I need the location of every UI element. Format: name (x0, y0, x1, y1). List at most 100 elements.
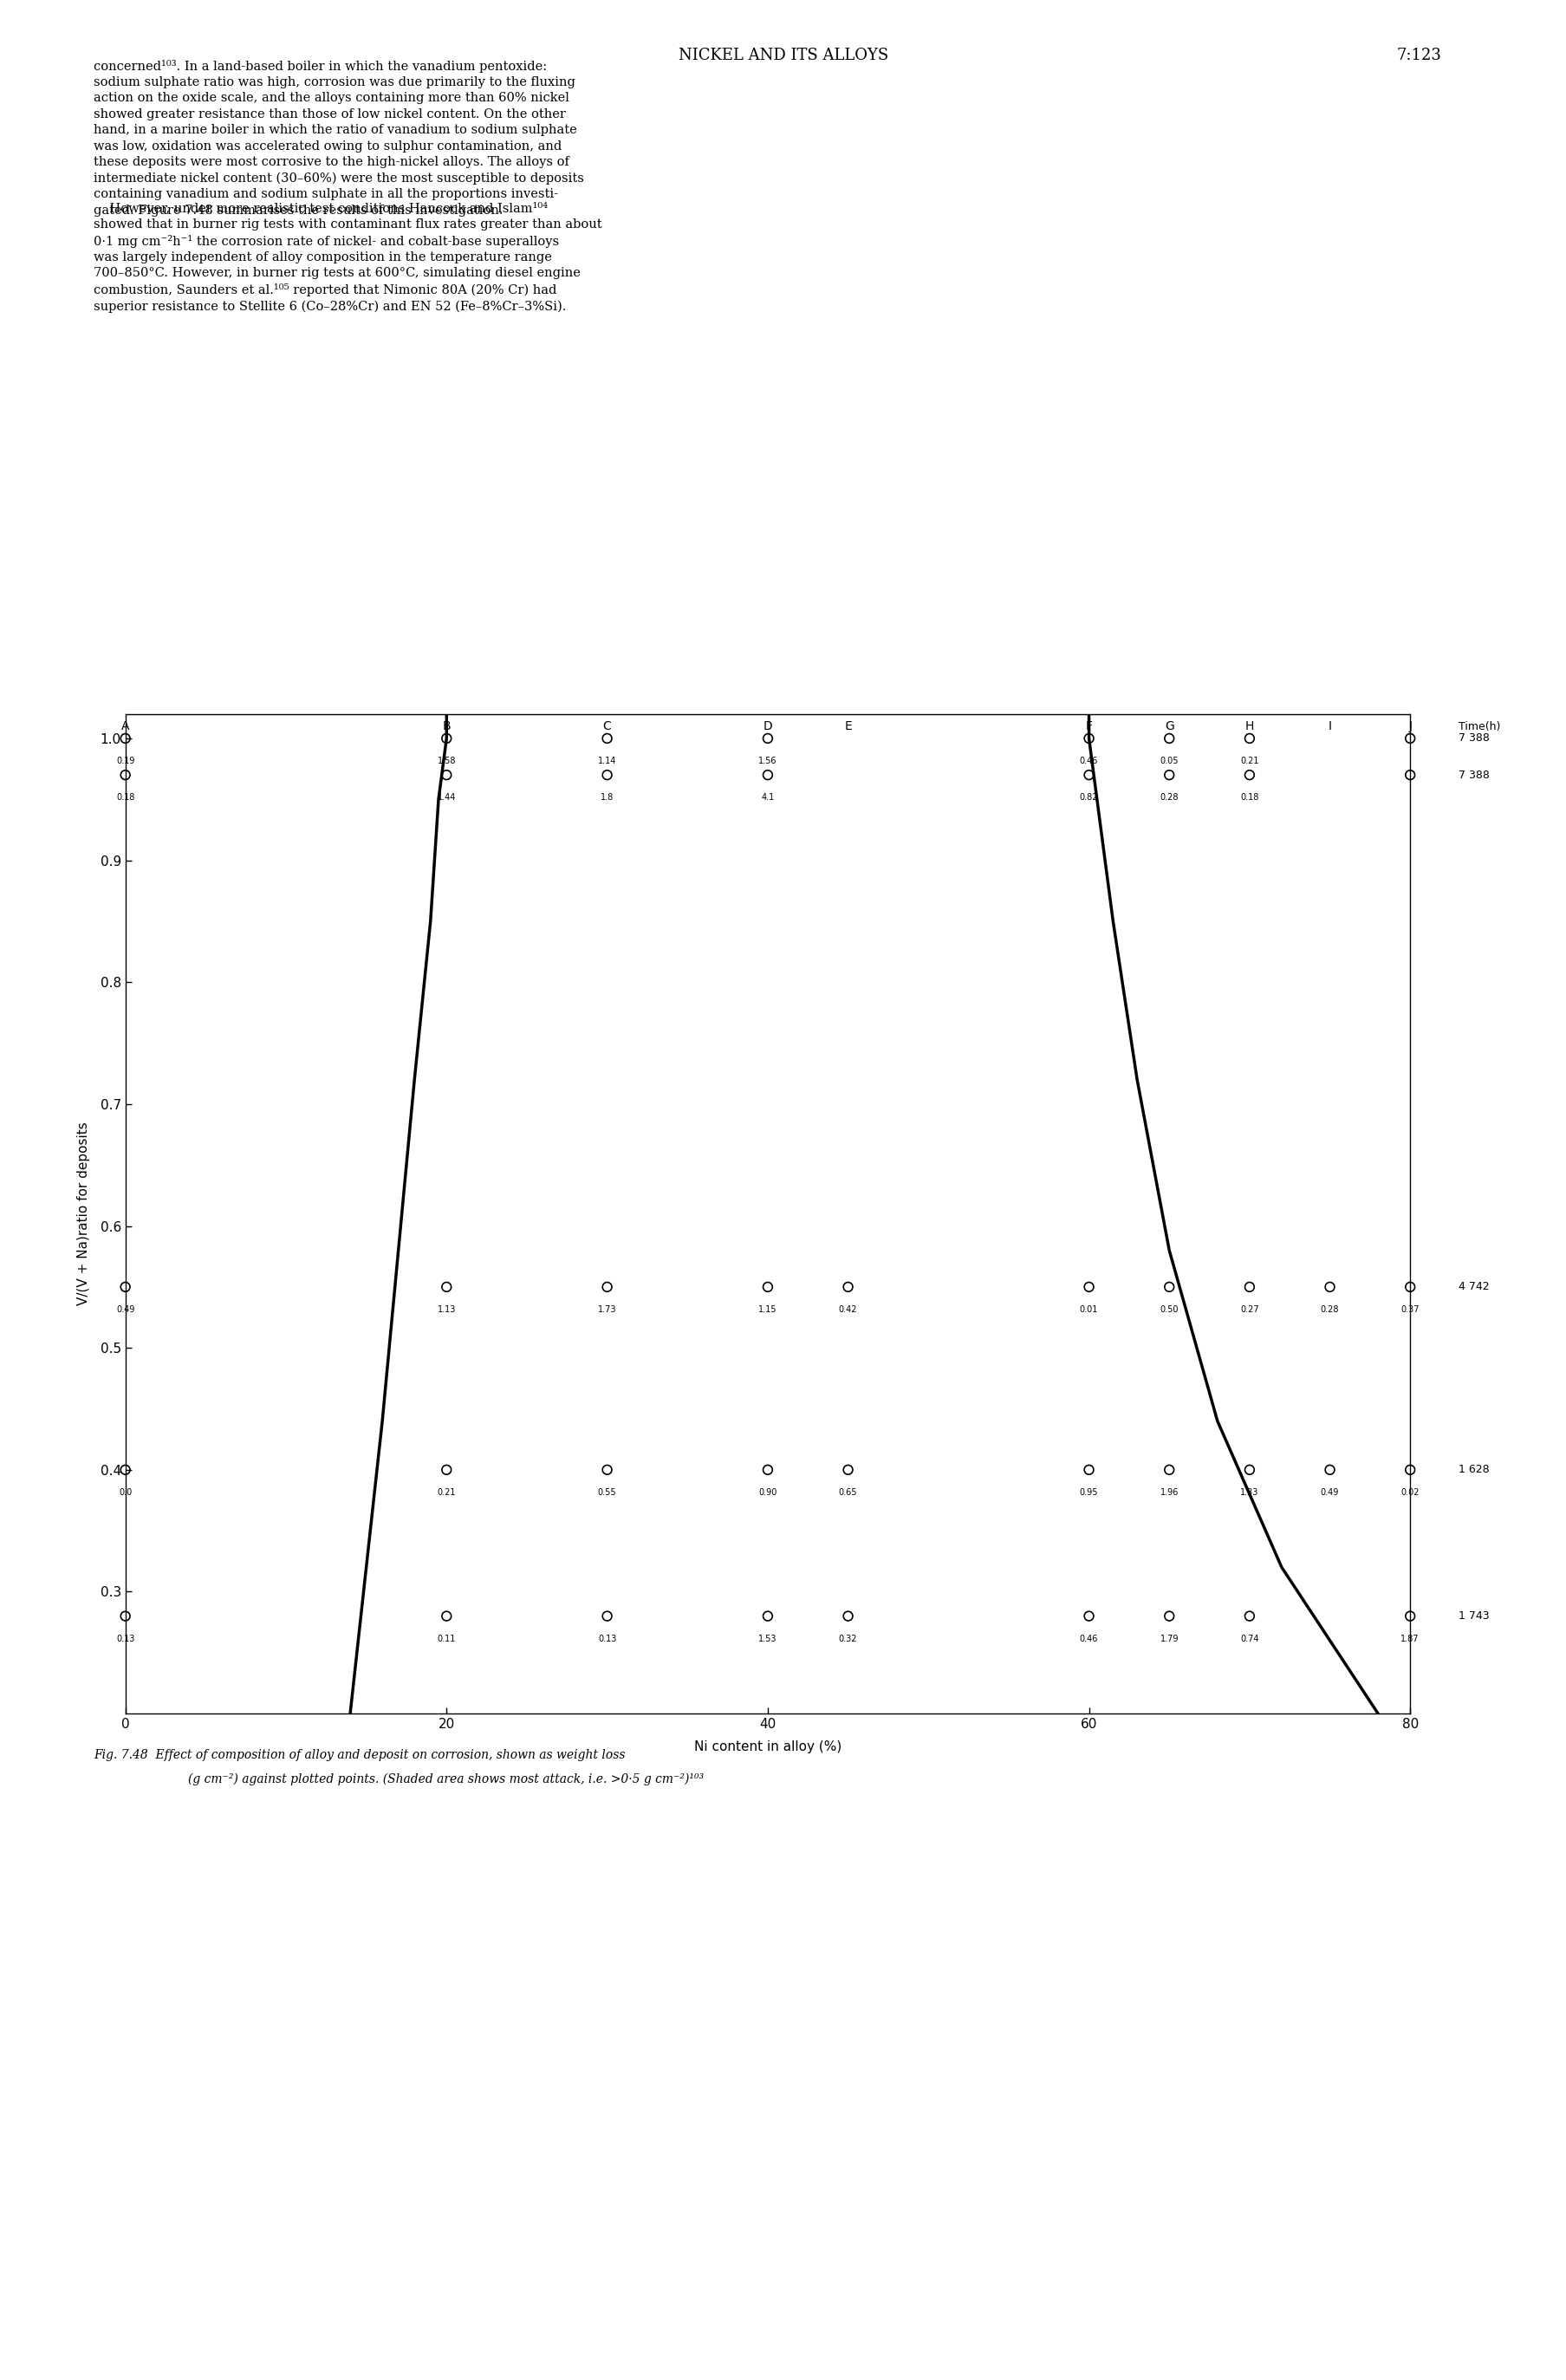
Text: 1.53: 1.53 (758, 1635, 777, 1642)
Text: 1.58: 1.58 (437, 757, 456, 766)
Text: concerned¹⁰³. In a land-based boiler in which the vanadium pentoxide:
sodium sul: concerned¹⁰³. In a land-based boiler in … (94, 60, 584, 217)
Point (1397, 1597, 1422, 1635)
X-axis label: Ni content in alloy (%): Ni content in alloy (%) (694, 1740, 841, 1754)
Text: B: B (442, 721, 451, 733)
Text: 1.79: 1.79 (1159, 1635, 1178, 1642)
Text: (g cm⁻²) against plotted points. (Shaded area shows most attack, i.e. >0·5 g cm⁻: (g cm⁻²) against plotted points. (Shaded… (188, 1773, 703, 1785)
Point (1076, 1452, 1101, 1490)
Text: G: G (1164, 721, 1173, 733)
Point (1397, 757, 1422, 795)
Text: 0.28: 0.28 (1320, 1304, 1339, 1314)
Text: I: I (1328, 721, 1331, 733)
Text: 1.96: 1.96 (1159, 1488, 1178, 1497)
Text: 1 628: 1 628 (1458, 1464, 1488, 1476)
Point (1237, 757, 1262, 795)
Point (1237, 719, 1262, 757)
Point (594, 1452, 619, 1490)
Point (113, 1269, 138, 1307)
Point (113, 1452, 138, 1490)
Point (434, 719, 459, 757)
Text: 0.27: 0.27 (1240, 1304, 1257, 1314)
Text: 1.56: 1.56 (758, 757, 777, 766)
Text: 0.05: 0.05 (1159, 757, 1178, 766)
Text: Time(h): Time(h) (1458, 721, 1500, 733)
Point (1156, 719, 1181, 757)
Point (755, 1452, 780, 1490)
Point (1076, 1597, 1101, 1635)
Text: 0.11: 0.11 (437, 1635, 456, 1642)
Text: 0.21: 0.21 (437, 1488, 456, 1497)
Text: 1.14: 1.14 (598, 757, 615, 766)
Text: 0.65: 0.65 (838, 1488, 857, 1497)
Text: 4.1: 4.1 (761, 793, 774, 802)
Text: C: C (603, 721, 611, 733)
Point (594, 1269, 619, 1307)
Point (1076, 1269, 1101, 1307)
Point (434, 1452, 459, 1490)
Text: 0.46: 0.46 (1079, 1635, 1098, 1642)
Text: E: E (844, 721, 852, 733)
Text: 7 388: 7 388 (1458, 733, 1489, 745)
Text: D: D (763, 721, 772, 733)
Text: J: J (1408, 721, 1411, 733)
Point (113, 757, 138, 795)
Point (113, 1597, 138, 1635)
Point (434, 1269, 459, 1307)
Text: 0.46: 0.46 (1079, 757, 1098, 766)
Point (755, 719, 780, 757)
Point (1156, 1597, 1181, 1635)
Text: 0.0: 0.0 (119, 1488, 132, 1497)
Point (1397, 719, 1422, 757)
Text: 0.49: 0.49 (116, 1304, 135, 1314)
Text: 0.13: 0.13 (116, 1635, 135, 1642)
Text: 0.32: 0.32 (838, 1635, 857, 1642)
Point (755, 1269, 780, 1307)
Text: 1.73: 1.73 (598, 1304, 615, 1314)
Text: 1 743: 1 743 (1458, 1611, 1488, 1621)
Text: 1.33: 1.33 (1240, 1488, 1257, 1497)
Point (1156, 1452, 1181, 1490)
Text: 0.95: 0.95 (1079, 1488, 1098, 1497)
Point (1397, 1452, 1422, 1490)
Text: 0.42: 0.42 (838, 1304, 857, 1314)
Text: 7 388: 7 388 (1458, 769, 1489, 781)
Point (835, 1597, 860, 1635)
Text: Fig. 7.48  Effect of composition of alloy and deposit on corrosion, shown as wei: Fig. 7.48 Effect of composition of alloy… (94, 1749, 625, 1761)
Text: 7:123: 7:123 (1395, 48, 1441, 64)
Text: 0.50: 0.50 (1159, 1304, 1178, 1314)
Point (755, 757, 780, 795)
Text: 0.01: 0.01 (1079, 1304, 1098, 1314)
Point (1076, 719, 1101, 757)
Text: 0.18: 0.18 (1240, 793, 1257, 802)
Text: 0.19: 0.19 (116, 757, 135, 766)
Text: 0.82: 0.82 (1079, 793, 1098, 802)
Text: 0.18: 0.18 (116, 793, 135, 802)
Point (1156, 1269, 1181, 1307)
Text: However, under more realistic test conditions Hancock and Islam¹⁰⁴
showed that i: However, under more realistic test condi… (94, 202, 601, 314)
Text: 1.44: 1.44 (437, 793, 456, 802)
Text: 0.49: 0.49 (1320, 1488, 1339, 1497)
Point (1076, 757, 1101, 795)
Point (1317, 1269, 1342, 1307)
Text: 0.02: 0.02 (1400, 1488, 1419, 1497)
Text: 0.74: 0.74 (1240, 1635, 1257, 1642)
Point (1397, 1269, 1422, 1307)
Text: A: A (121, 721, 130, 733)
Point (594, 719, 619, 757)
Text: 0.21: 0.21 (1240, 757, 1257, 766)
Point (1237, 1269, 1262, 1307)
Point (113, 719, 138, 757)
Text: 1.13: 1.13 (437, 1304, 456, 1314)
Text: 1.8: 1.8 (600, 793, 614, 802)
Text: H: H (1245, 721, 1253, 733)
Point (1156, 757, 1181, 795)
Y-axis label: V/(V + Na)ratio for deposits: V/(V + Na)ratio for deposits (77, 1121, 91, 1307)
Point (1237, 1452, 1262, 1490)
Text: 1.15: 1.15 (758, 1304, 777, 1314)
Text: 0.55: 0.55 (598, 1488, 615, 1497)
Point (594, 757, 619, 795)
Text: 0.28: 0.28 (1159, 793, 1178, 802)
Text: 0.37: 0.37 (1400, 1304, 1419, 1314)
Point (835, 1269, 860, 1307)
Point (1237, 1597, 1262, 1635)
